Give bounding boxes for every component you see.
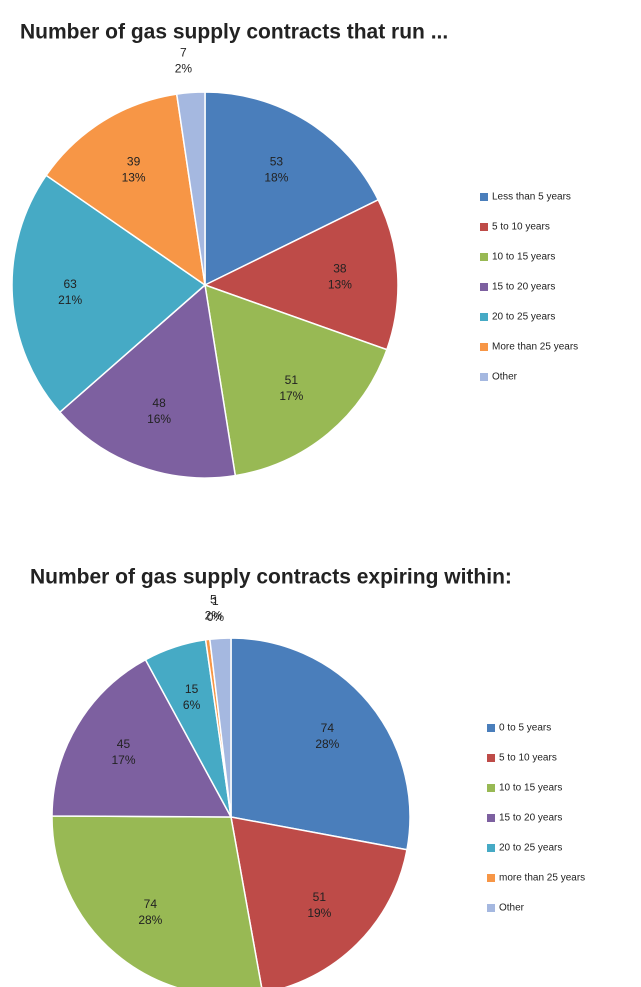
pie-slice — [230, 637, 411, 851]
legend-swatch — [487, 784, 495, 792]
pie-slice — [11, 174, 207, 414]
legend-swatch — [487, 814, 495, 822]
chart-title: Number of gas supply contracts that run … — [20, 21, 448, 44]
legend-swatch — [487, 904, 495, 912]
pie-slice — [45, 93, 206, 287]
legend-label: 0 to 5 years — [499, 723, 551, 734]
data-label: 5 — [210, 593, 217, 607]
pie-slice — [58, 283, 237, 479]
data-label: 74 — [144, 897, 158, 911]
data-label: 45 — [117, 737, 131, 751]
legend-label: Less than 5 years — [492, 192, 571, 203]
legend-label: Other — [492, 372, 518, 383]
legend-label: Other — [499, 903, 525, 914]
legend-label: 5 to 10 years — [492, 222, 550, 233]
legend-label: 15 to 20 years — [492, 282, 555, 293]
percent-label: 18% — [264, 170, 288, 184]
legend-swatch — [480, 373, 488, 381]
legend-label: More than 25 years — [492, 342, 578, 353]
legend-swatch — [480, 193, 488, 201]
legend-swatch — [480, 283, 488, 291]
data-label: 53 — [270, 154, 284, 168]
legend-swatch — [480, 223, 488, 231]
legend-label: 20 to 25 years — [492, 312, 555, 323]
pie-slice — [51, 658, 233, 818]
data-label: 38 — [333, 261, 347, 275]
data-label: 51 — [313, 890, 327, 904]
percent-label: 6% — [183, 698, 201, 712]
pie-slice — [203, 198, 399, 351]
legend-swatch — [480, 313, 488, 321]
percent-label: 2% — [205, 609, 223, 623]
percent-label: 16% — [147, 412, 171, 426]
data-label: 48 — [152, 396, 166, 410]
legend-swatch — [480, 343, 488, 351]
pie-slice — [51, 815, 263, 987]
percent-label: 17% — [111, 753, 135, 767]
pie-slice — [230, 816, 408, 987]
data-label: 51 — [285, 373, 299, 387]
percent-label: 0% — [207, 610, 225, 624]
legend-label: 15 to 20 years — [499, 813, 562, 824]
legend-label: more than 25 years — [499, 873, 585, 884]
pie-slice — [204, 91, 380, 287]
percent-label: 13% — [122, 170, 146, 184]
data-label: 63 — [63, 277, 77, 291]
legend-swatch — [487, 754, 495, 762]
percent-label: 13% — [328, 277, 352, 291]
data-label: 39 — [127, 154, 141, 168]
pie-slice — [204, 283, 388, 477]
legend-label: 5 to 10 years — [499, 753, 557, 764]
percent-label: 28% — [138, 913, 162, 927]
legend-swatch — [487, 874, 495, 882]
pie-slice — [175, 91, 206, 286]
data-label: 15 — [185, 682, 199, 696]
percent-label: 17% — [279, 389, 303, 403]
legend-swatch — [487, 844, 495, 852]
pie-slice — [208, 637, 232, 818]
legend-swatch — [487, 724, 495, 732]
percent-label: 28% — [315, 737, 339, 751]
chart-title: Number of gas supply contracts expiring … — [30, 566, 512, 589]
percent-label: 2% — [175, 61, 193, 75]
data-label: 7 — [180, 45, 187, 59]
legend-label: 10 to 15 years — [492, 252, 555, 263]
percent-label: 21% — [58, 293, 82, 307]
data-label: 1 — [212, 594, 219, 608]
data-label: 74 — [321, 721, 335, 735]
percent-label: 19% — [307, 906, 331, 920]
legend-swatch — [480, 253, 488, 261]
legend-label: 10 to 15 years — [499, 783, 562, 794]
legend-label: 20 to 25 years — [499, 843, 562, 854]
